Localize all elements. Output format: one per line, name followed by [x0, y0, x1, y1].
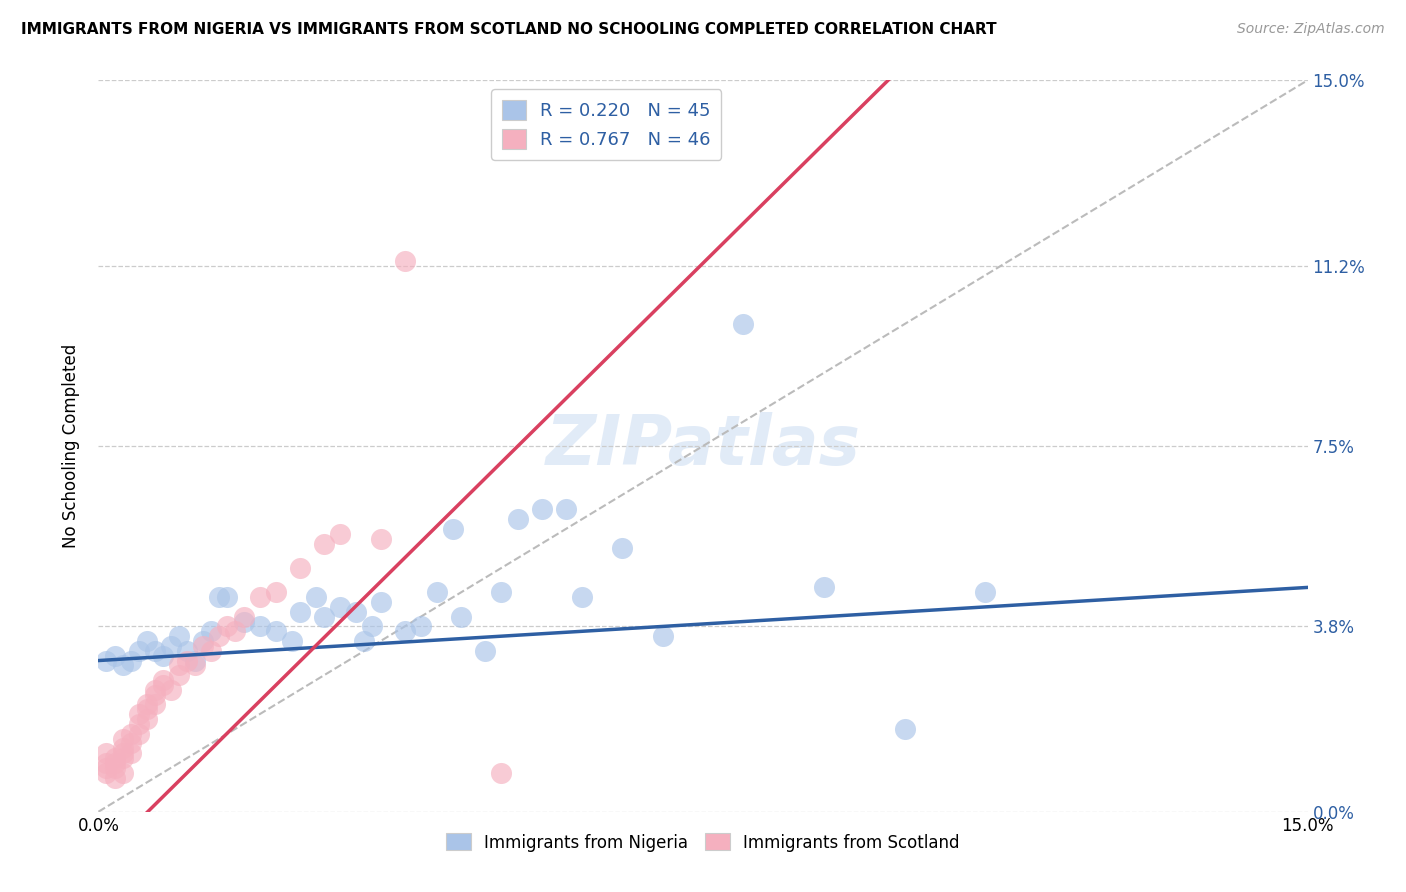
Point — [143, 688, 166, 702]
Point — [111, 731, 134, 746]
Point — [111, 746, 134, 760]
Point — [506, 512, 529, 526]
Point — [353, 634, 375, 648]
Point — [217, 590, 239, 604]
Point — [128, 644, 150, 658]
Point — [120, 736, 142, 750]
Point — [370, 532, 392, 546]
Point — [152, 648, 174, 663]
Legend: Immigrants from Nigeria, Immigrants from Scotland: Immigrants from Nigeria, Immigrants from… — [440, 827, 966, 858]
Point — [264, 624, 287, 639]
Point — [103, 648, 125, 663]
Point — [135, 634, 157, 648]
Point — [111, 765, 134, 780]
Point — [329, 526, 352, 541]
Point — [152, 673, 174, 687]
Point — [491, 765, 513, 780]
Point — [651, 629, 673, 643]
Point — [441, 522, 464, 536]
Point — [288, 605, 311, 619]
Point — [120, 727, 142, 741]
Point — [167, 629, 190, 643]
Point — [135, 712, 157, 726]
Point — [111, 658, 134, 673]
Point — [370, 595, 392, 609]
Point — [184, 654, 207, 668]
Point — [167, 668, 190, 682]
Point — [571, 590, 593, 604]
Point — [103, 771, 125, 785]
Text: ZIPatlas: ZIPatlas — [546, 412, 860, 480]
Point — [314, 536, 336, 550]
Point — [305, 590, 328, 604]
Point — [200, 624, 222, 639]
Point — [281, 634, 304, 648]
Point — [733, 317, 755, 331]
Point — [232, 609, 254, 624]
Point — [612, 541, 634, 556]
Point — [103, 761, 125, 775]
Point — [314, 609, 336, 624]
Point — [143, 698, 166, 712]
Point — [249, 619, 271, 633]
Point — [167, 658, 190, 673]
Point — [974, 585, 997, 599]
Point — [135, 702, 157, 716]
Point — [103, 756, 125, 770]
Point — [143, 682, 166, 697]
Point — [152, 678, 174, 692]
Point — [491, 585, 513, 599]
Point — [193, 634, 215, 648]
Point — [450, 609, 472, 624]
Point — [128, 717, 150, 731]
Point — [96, 746, 118, 760]
Point — [217, 619, 239, 633]
Point — [344, 605, 367, 619]
Point — [120, 654, 142, 668]
Point — [409, 619, 432, 633]
Point — [474, 644, 496, 658]
Point — [208, 590, 231, 604]
Point — [200, 644, 222, 658]
Point — [96, 765, 118, 780]
Point — [893, 722, 915, 736]
Point — [264, 585, 287, 599]
Point — [96, 756, 118, 770]
Point — [160, 682, 183, 697]
Point — [329, 599, 352, 614]
Point — [208, 629, 231, 643]
Point — [111, 751, 134, 765]
Point — [555, 502, 578, 516]
Point — [96, 761, 118, 775]
Point — [394, 253, 416, 268]
Point — [111, 741, 134, 756]
Point — [128, 727, 150, 741]
Y-axis label: No Schooling Completed: No Schooling Completed — [62, 344, 80, 548]
Text: IMMIGRANTS FROM NIGERIA VS IMMIGRANTS FROM SCOTLAND NO SCHOOLING COMPLETED CORRE: IMMIGRANTS FROM NIGERIA VS IMMIGRANTS FR… — [21, 22, 997, 37]
Text: Source: ZipAtlas.com: Source: ZipAtlas.com — [1237, 22, 1385, 37]
Point — [193, 639, 215, 653]
Point — [135, 698, 157, 712]
Point — [128, 707, 150, 722]
Point — [184, 658, 207, 673]
Point — [232, 615, 254, 629]
Point — [224, 624, 246, 639]
Point — [288, 561, 311, 575]
Point — [96, 654, 118, 668]
Point — [160, 639, 183, 653]
Point — [249, 590, 271, 604]
Point — [176, 654, 198, 668]
Point — [813, 581, 835, 595]
Point — [103, 751, 125, 765]
Point — [176, 644, 198, 658]
Point — [120, 746, 142, 760]
Point — [143, 644, 166, 658]
Point — [394, 624, 416, 639]
Point — [426, 585, 449, 599]
Point — [361, 619, 384, 633]
Point — [530, 502, 553, 516]
